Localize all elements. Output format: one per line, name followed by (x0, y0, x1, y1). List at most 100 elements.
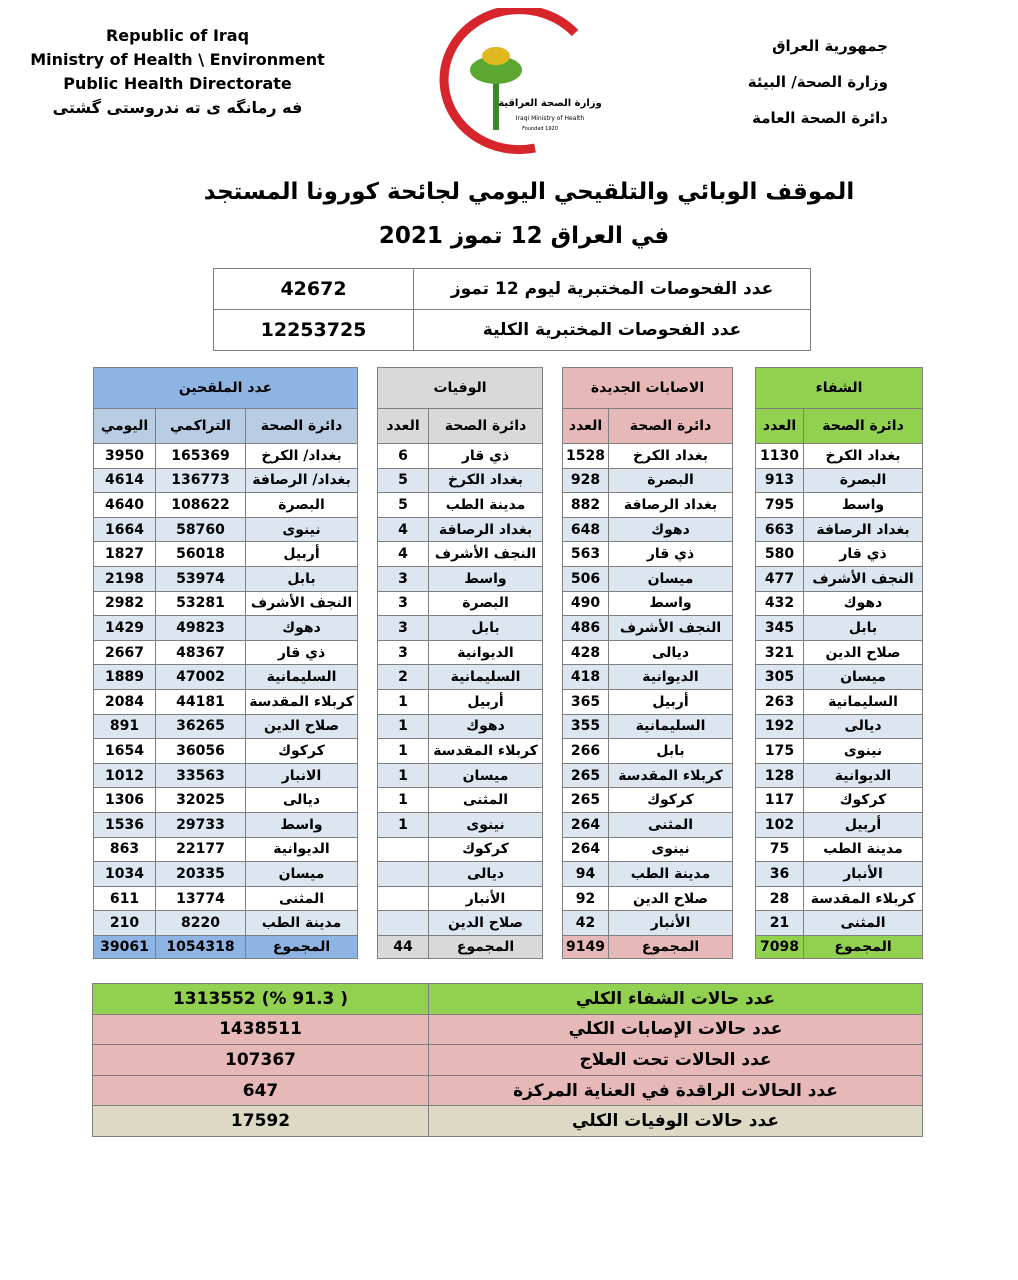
header-en: Republic of Iraq Ministry of Health \ En… (0, 24, 355, 120)
value-cell: 490 (562, 590, 609, 617)
header-line: Republic of Iraq (105, 26, 250, 45)
value-cell: 432 (755, 590, 804, 617)
name-cell: الأنبار (608, 910, 733, 936)
value-cell: 47002 (155, 664, 246, 690)
summary-value: 1438511 (92, 1013, 429, 1046)
total-cell: المجموع (245, 935, 358, 959)
value-cell: 36265 (155, 713, 246, 740)
name-cell: ذي قار (803, 541, 923, 567)
value-cell: 663 (755, 516, 804, 543)
name-cell: نينوى (608, 836, 733, 863)
value-cell: 21 (755, 910, 804, 936)
name-cell: واسط (245, 812, 358, 838)
name-cell: أربيل (428, 689, 543, 715)
column-header: دائرة الصحة (803, 408, 923, 444)
name-cell: الديوانية (428, 639, 543, 666)
header-ar: جمهورية العراق وزارة الصحة/ البيئة دائرة… (748, 28, 888, 136)
value-cell: 136773 (155, 467, 246, 494)
value-cell: 1 (377, 787, 429, 813)
value-cell: 2198 (93, 566, 156, 592)
value-cell: 94 (562, 861, 609, 887)
value-cell: 1130 (755, 443, 804, 469)
value-cell: 49823 (155, 615, 246, 641)
value-cell: 32025 (155, 787, 246, 813)
name-cell: واسط (803, 492, 923, 518)
total-cell: المجموع (608, 935, 733, 959)
value-cell: 305 (755, 664, 804, 690)
value-cell: 44181 (155, 689, 246, 715)
test-value: 42672 (213, 268, 414, 310)
name-cell: ديالى (428, 861, 543, 887)
summary-label: عدد حالات الوفيات الكلي (428, 1105, 923, 1137)
value-cell: 1 (377, 812, 429, 838)
name-cell: المثنى (428, 787, 543, 813)
value-cell: 53281 (155, 590, 246, 617)
value-cell: 36056 (155, 738, 246, 764)
value-cell: 3 (377, 590, 429, 617)
name-cell: مدينة الطب (608, 861, 733, 887)
name-cell: واسط (428, 566, 543, 592)
value-cell: 611 (93, 885, 156, 912)
value-cell (377, 836, 429, 863)
total-cell: 44 (377, 935, 429, 959)
value-cell: 56018 (155, 541, 246, 567)
value-cell: 108622 (155, 492, 246, 518)
column-header: دائرة الصحة (428, 408, 543, 444)
value-cell: 33563 (155, 762, 246, 789)
value-cell: 913 (755, 467, 804, 494)
value-cell: 2084 (93, 689, 156, 715)
name-cell: بغداد/ الكرخ (245, 443, 358, 469)
value-cell: 264 (562, 812, 609, 838)
value-cell: 5 (377, 467, 429, 494)
name-cell: البصرة (608, 467, 733, 494)
name-cell: ذي قار (245, 639, 358, 666)
value-cell (377, 910, 429, 936)
name-cell: بابل (803, 615, 923, 641)
value-cell: 4 (377, 541, 429, 567)
name-cell: مدينة الطب (245, 910, 358, 936)
value-cell: 117 (755, 787, 804, 813)
value-cell: 8220 (155, 910, 246, 936)
value-cell: 1012 (93, 762, 156, 789)
name-cell: الديوانية (608, 664, 733, 690)
value-cell: 563 (562, 541, 609, 567)
name-cell: أربيل (245, 541, 358, 567)
name-cell: صلاح الدين (803, 639, 923, 666)
value-cell: 355 (562, 713, 609, 740)
value-cell: 1 (377, 762, 429, 789)
value-cell: 28 (755, 885, 804, 912)
value-cell: 48367 (155, 639, 246, 666)
name-cell: كركوك (245, 738, 358, 764)
name-cell: السليمانية (428, 664, 543, 690)
value-cell: 5 (377, 492, 429, 518)
name-cell: السليمانية (803, 689, 923, 715)
name-cell: النجف الأشرف (428, 541, 543, 567)
name-cell: كربلاء المقدسة (245, 689, 358, 715)
logo-trunk (493, 80, 499, 130)
name-cell: مدينة الطب (803, 836, 923, 863)
value-cell: 1528 (562, 443, 609, 469)
name-cell: البصرة (803, 467, 923, 494)
value-cell: 2 (377, 664, 429, 690)
name-cell: بغداد الرصافة (803, 516, 923, 543)
table-title: الاصابات الجديدة (562, 367, 733, 409)
name-cell: المثنى (608, 812, 733, 838)
name-cell: كركوك (803, 787, 923, 813)
name-cell: بابل (245, 566, 358, 592)
name-cell: ميسان (608, 566, 733, 592)
title-line: في العراق 12 تموز 2021 (378, 223, 670, 249)
value-cell: 3 (377, 639, 429, 666)
value-cell: 486 (562, 615, 609, 641)
header-line: جمهورية العراق (772, 37, 888, 55)
value-cell: 321 (755, 639, 804, 666)
value-cell: 36 (755, 861, 804, 887)
value-cell: 265 (562, 787, 609, 813)
column-header: العدد (377, 408, 429, 444)
name-cell: بغداد الرصافة (608, 492, 733, 518)
column-header: التراكمي (155, 408, 246, 444)
name-cell: صلاح الدين (608, 885, 733, 912)
name-cell: الديوانية (803, 762, 923, 789)
name-cell: ذي قار (608, 541, 733, 567)
name-cell: كربلاء المقدسة (803, 885, 923, 912)
